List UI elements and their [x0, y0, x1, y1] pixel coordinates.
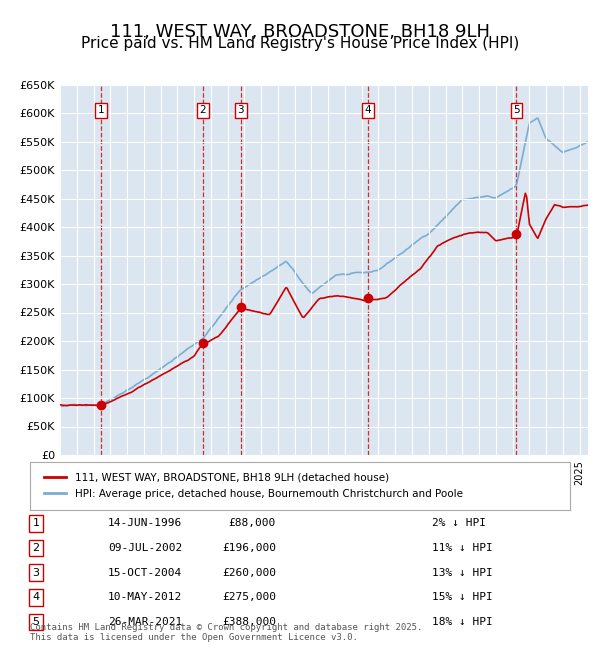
Text: 2: 2 — [32, 543, 40, 553]
Text: 15-OCT-2004: 15-OCT-2004 — [108, 567, 182, 578]
Text: Contains HM Land Registry data © Crown copyright and database right 2025.
This d: Contains HM Land Registry data © Crown c… — [30, 623, 422, 642]
Text: 4: 4 — [364, 105, 371, 116]
Text: £88,000: £88,000 — [229, 518, 276, 528]
Text: 3: 3 — [32, 567, 40, 578]
Text: 10-MAY-2012: 10-MAY-2012 — [108, 592, 182, 603]
Text: 1: 1 — [98, 105, 104, 116]
Text: 11% ↓ HPI: 11% ↓ HPI — [432, 543, 493, 553]
Text: 111, WEST WAY, BROADSTONE, BH18 9LH: 111, WEST WAY, BROADSTONE, BH18 9LH — [110, 23, 490, 41]
Text: 3: 3 — [238, 105, 244, 116]
Text: 14-JUN-1996: 14-JUN-1996 — [108, 518, 182, 528]
Text: £196,000: £196,000 — [222, 543, 276, 553]
Text: £388,000: £388,000 — [222, 617, 276, 627]
Legend: 111, WEST WAY, BROADSTONE, BH18 9LH (detached house), HPI: Average price, detach: 111, WEST WAY, BROADSTONE, BH18 9LH (det… — [35, 464, 471, 508]
Text: 5: 5 — [513, 105, 520, 116]
Text: 09-JUL-2002: 09-JUL-2002 — [108, 543, 182, 553]
Text: 1: 1 — [32, 518, 40, 528]
Text: 5: 5 — [32, 617, 40, 627]
Text: 26-MAR-2021: 26-MAR-2021 — [108, 617, 182, 627]
Text: 2% ↓ HPI: 2% ↓ HPI — [432, 518, 486, 528]
Text: 15% ↓ HPI: 15% ↓ HPI — [432, 592, 493, 603]
Text: 4: 4 — [32, 592, 40, 603]
Text: £260,000: £260,000 — [222, 567, 276, 578]
Text: 2: 2 — [199, 105, 206, 116]
Text: £275,000: £275,000 — [222, 592, 276, 603]
Text: 18% ↓ HPI: 18% ↓ HPI — [432, 617, 493, 627]
Text: Price paid vs. HM Land Registry's House Price Index (HPI): Price paid vs. HM Land Registry's House … — [81, 36, 519, 51]
Text: 13% ↓ HPI: 13% ↓ HPI — [432, 567, 493, 578]
